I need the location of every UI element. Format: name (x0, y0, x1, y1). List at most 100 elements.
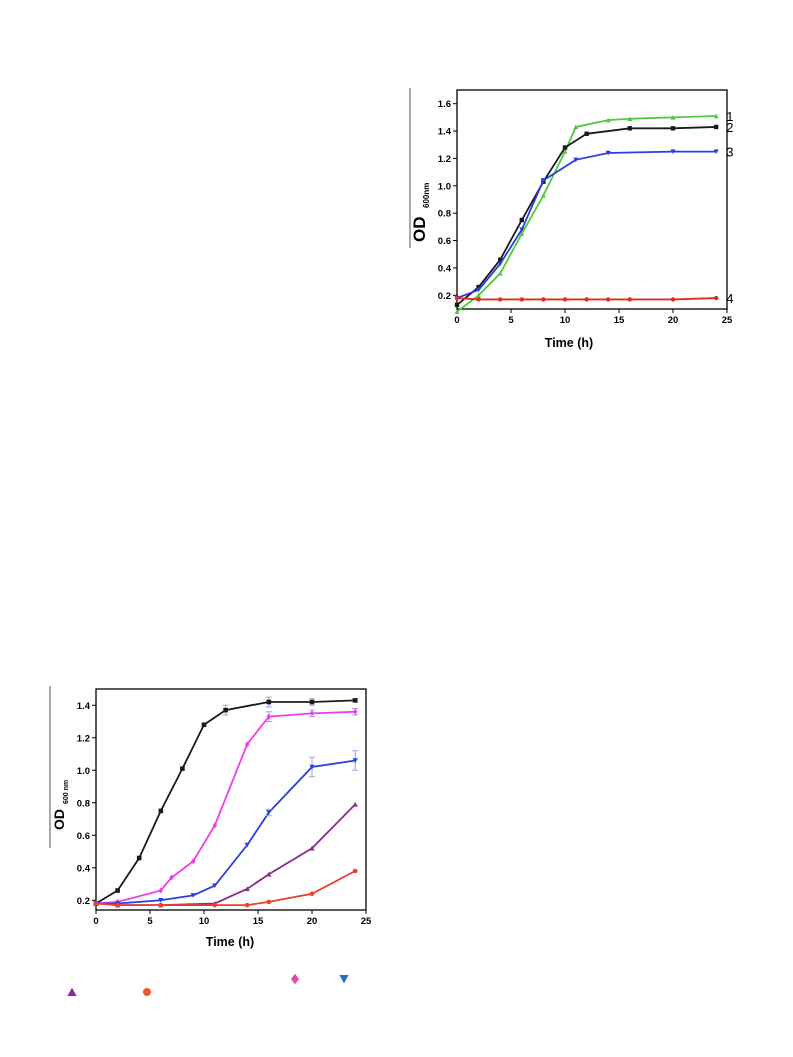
chart-top: 0 5 10 15 20 250.20.40.60.81.01.21.41.6 1234 … (409, 88, 733, 350)
series-line (96, 759, 356, 905)
data-point (244, 902, 250, 908)
x-tick-label: 10 (199, 916, 210, 927)
y-axis-label: OD (51, 809, 67, 830)
data-point (476, 292, 482, 298)
data-point (670, 297, 676, 302)
y-axis-label-subscript: 600 nm (63, 780, 70, 804)
data-point (212, 822, 218, 829)
series-label: 2 (726, 120, 733, 135)
data-point (352, 868, 358, 874)
data-point (352, 708, 358, 715)
data-point (670, 114, 676, 120)
x-axis-label: Time (h) (545, 336, 593, 350)
data-point (309, 891, 315, 897)
x-tick-label: 15 (253, 916, 264, 927)
data-point (713, 113, 719, 119)
data-point (158, 808, 164, 814)
data-point (309, 710, 315, 717)
series-line (456, 126, 717, 306)
diamond-icon (291, 973, 299, 985)
y-tick-label: 0.8 (438, 209, 451, 220)
data-point (540, 192, 546, 198)
data-point (454, 302, 460, 308)
data-point (244, 842, 250, 848)
data-point (670, 126, 676, 131)
y-tick-label: 0.4 (77, 863, 91, 874)
data-point (519, 217, 524, 223)
data-point (714, 295, 719, 301)
triangle-down-icon (339, 975, 349, 984)
data-point (497, 261, 503, 267)
data-point (584, 131, 589, 136)
x-tick-label: 20 (668, 315, 679, 326)
series-line (95, 710, 356, 905)
data-point (266, 871, 272, 877)
data-point (352, 758, 358, 764)
data-point (605, 150, 611, 156)
data-point (169, 874, 174, 881)
axes: 0 5 10 15 20 25 0.2 0.4 0.6 0.8 1.0 1.2 1.4 (77, 688, 372, 927)
x-tick-label: 5 (508, 315, 514, 326)
data-point (158, 897, 164, 903)
data-point (519, 231, 525, 236)
data-point (476, 297, 481, 302)
series-line (456, 150, 717, 299)
plot-area (93, 696, 359, 908)
y-axis-label: OD (410, 217, 429, 243)
y-tick-label: 1.4 (77, 701, 91, 712)
series-label: 4 (726, 291, 733, 306)
data-point (266, 713, 272, 720)
data-point (562, 149, 568, 154)
y-tick-label: 1.4 (438, 127, 452, 138)
y-tick-label: 1.0 (438, 181, 451, 192)
data-point (540, 178, 546, 183)
chart-bottom: 0 5 10 15 20 25 0.2 0.4 0.6 0.8 1.0 1.2 1.4 OD 600 n… (49, 686, 372, 949)
data-point (541, 297, 546, 302)
triangle-down-shape (339, 975, 349, 984)
data-point (605, 117, 611, 123)
series-3 (93, 750, 359, 907)
diamond-shape (291, 973, 299, 985)
data-point (627, 297, 632, 302)
x-tick-label: 0 (93, 916, 98, 927)
series-label: 3 (726, 145, 733, 160)
data-point (190, 858, 196, 865)
data-point (180, 766, 185, 771)
data-point (627, 126, 632, 131)
data-point (266, 699, 272, 705)
series-line (95, 870, 356, 907)
y-axis-label-subscript: 600nm (422, 183, 431, 208)
data-point (562, 145, 568, 150)
series-5 (93, 868, 358, 908)
x-tick-label: 15 (614, 315, 625, 326)
data-point (244, 886, 250, 892)
series-line (95, 803, 356, 907)
data-point (454, 309, 460, 314)
y-axis-title: OD 600 nm (51, 780, 70, 830)
data-point (498, 297, 503, 302)
data-point (519, 227, 525, 233)
series-4: 4 (454, 291, 733, 306)
data-point (158, 902, 164, 908)
data-point (573, 157, 579, 163)
y-tick-label: 0.6 (77, 831, 90, 842)
y-tick-label: 0.2 (438, 291, 451, 302)
data-point (115, 888, 120, 893)
data-point (212, 883, 218, 889)
series-4 (93, 801, 358, 908)
data-point (266, 899, 272, 905)
y-tick-label: 1.2 (438, 154, 451, 165)
series-1 (93, 696, 359, 906)
series-1: 1 (454, 109, 733, 314)
data-point (584, 297, 589, 302)
x-tick-label: 0 (454, 315, 459, 326)
x-axis-label: Time (h) (206, 935, 254, 949)
triangle-up-icon (67, 987, 77, 996)
x-tick-label: 25 (722, 315, 733, 326)
data-point (476, 284, 481, 290)
data-point (309, 845, 315, 851)
y-tick-label: 1.2 (77, 733, 90, 744)
x-tick-label: 10 (560, 315, 571, 326)
data-point (562, 297, 568, 302)
y-axis-title: OD 600nm (410, 183, 431, 242)
